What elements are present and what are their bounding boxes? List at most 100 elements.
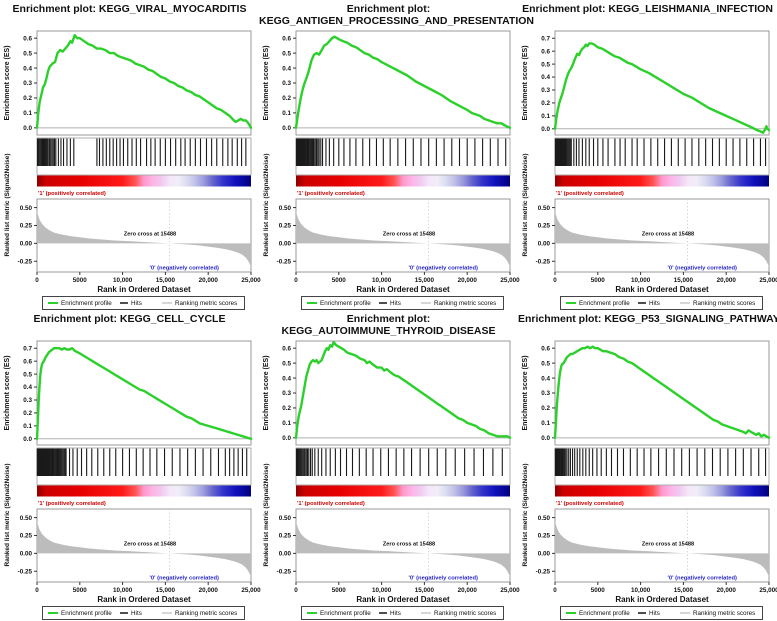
- es-y-tick-label: 0.1: [23, 423, 32, 430]
- x-tick-label: 25,000: [241, 277, 261, 284]
- negatively-correlated-label: '0' (negatively correlated): [409, 266, 479, 272]
- ranked-y-tick-label: 0.50: [20, 205, 33, 212]
- plot-title: Enrichment plot: KEGG_ANTIGEN_PROCESSING_…: [259, 0, 534, 29]
- ranked-y-tick-label: 0.50: [538, 515, 551, 522]
- es-axis-label: Enrichment score (ES): [522, 45, 529, 120]
- es-y-tick-label: 0.1: [282, 420, 291, 427]
- ranked-y-tick-label: -0.25: [277, 258, 292, 265]
- es-y-tick-label: 0.2: [282, 405, 291, 412]
- plot-title-line: Enrichment plot: KEGG_VIRAL_MYOCARDITIS: [12, 3, 247, 15]
- hits-ticks: [554, 138, 767, 166]
- ranked-panel: [554, 508, 770, 583]
- x-axis-label: Rank in Ordered Dataset: [97, 285, 191, 294]
- es-y-tick-label: 0.0: [23, 125, 32, 132]
- x-tick-label: 0: [294, 277, 298, 284]
- enrichment-plot-canvas: 0.0 0.1 0.2 0.3 0.4 0.5 0.6 '1' (positively cor…: [522, 340, 777, 620]
- es-y-tick-label: 0.5: [541, 61, 550, 68]
- es-curve: [294, 35, 512, 130]
- es-y-tick-label: 0.2: [541, 100, 550, 107]
- es-y-tick-label: 0.5: [23, 371, 32, 378]
- es-y-tick-label: 0.4: [541, 375, 550, 382]
- zero-cross-label: Zero cross at 15488: [642, 231, 694, 237]
- es-y-tick-label: 0.2: [282, 95, 291, 102]
- plot-title-line: Enrichment plot: KEGG_CELL_CYCLE: [33, 313, 226, 325]
- negatively-correlated-label: '0' (negatively correlated): [668, 266, 738, 272]
- plot-title-line: Enrichment plot:: [346, 3, 431, 15]
- hits-panel: [36, 137, 252, 176]
- legend-hits-label: Hits: [131, 610, 142, 617]
- es-y-tick-label: 0.3: [23, 397, 32, 404]
- x-tick-label: 10,000: [631, 587, 651, 594]
- hits-ticks: [36, 138, 247, 166]
- es-curve: [553, 345, 771, 440]
- positively-correlated-label: '1' (positively correlated): [556, 191, 624, 197]
- enrichment-plot-canvas: 0.0 0.1 0.2 0.3 0.4 0.5 0.6 '1' (positively cor…: [4, 30, 261, 310]
- positively-correlated-label: '1' (positively correlated): [38, 501, 106, 507]
- ranked-y-tick-label: 0.25: [20, 223, 33, 230]
- es-curve: [35, 346, 253, 441]
- ranked-metric-area: [37, 520, 251, 577]
- ranked-y-tick-label: 0.50: [20, 515, 33, 522]
- ranked-y-tick-label: -0.25: [277, 568, 292, 575]
- x-tick-label: 25,000: [500, 277, 520, 284]
- es-y-tick-label: 0.6: [541, 48, 550, 55]
- ranked-metric-area: [555, 210, 769, 267]
- enrichment-plot-canvas: 0.0 0.1 0.2 0.3 0.4 0.5 0.6 '1' (positively cor…: [263, 340, 520, 620]
- es-y-tick-label: 0.4: [23, 384, 32, 391]
- plot-title: Enrichment plot: KEGG_P53_SIGNALING_PATH…: [518, 310, 777, 339]
- legend: Enrichment profile Hits Ranking metric sco…: [42, 296, 245, 310]
- enrichment-plot-canvas: 0.0 0.1 0.2 0.3 0.4 0.5 0.6 0.7 '1' (positively …: [522, 30, 777, 310]
- legend-box: [560, 296, 763, 310]
- es-axis-label: Enrichment score (ES): [522, 355, 529, 430]
- negatively-correlated-label: '0' (negatively correlated): [150, 266, 220, 272]
- hits-ticks: [36, 448, 248, 476]
- enrichment-plot: Enrichment plot: KEGG_VIRAL_MYOCARDITIS …: [0, 0, 261, 310]
- rank-colorbar: [296, 485, 510, 497]
- zero-cross-label: Zero cross at 15488: [383, 541, 435, 547]
- ranked-y-tick-label: 0.00: [20, 241, 33, 248]
- legend: Enrichment profile Hits Ranking metric sco…: [42, 606, 245, 620]
- es-panel: [295, 340, 511, 446]
- enrichment-plot: Enrichment plot: KEGG_AUTOIMMUNE_THYROID_…: [259, 310, 520, 620]
- legend-enrichment-label: Enrichment profile: [320, 610, 371, 617]
- es-axis-label: Enrichment score (ES): [263, 355, 270, 430]
- ranked-y-tick-label: 0.00: [20, 551, 33, 558]
- ranked-y-tick-label: 0.25: [538, 223, 551, 230]
- es-y-tick-label: 0.3: [541, 390, 550, 397]
- es-y-tick-label: 0.5: [23, 50, 32, 57]
- legend-ranking-label: Ranking metric scores: [693, 610, 755, 617]
- es-curve: [35, 33, 253, 130]
- plot-title: Enrichment plot: KEGG_CELL_CYCLE: [0, 310, 259, 339]
- x-tick-label: 20,000: [717, 277, 737, 284]
- x-tick-label: 15,000: [156, 587, 176, 594]
- ranked-metric-area: [296, 210, 510, 267]
- es-y-tick-label: 0.1: [23, 110, 32, 117]
- legend-hits-label: Hits: [131, 300, 142, 307]
- hits-panel: [554, 447, 770, 486]
- x-tick-label: 0: [553, 277, 557, 284]
- legend-box: [301, 296, 504, 310]
- legend-enrichment-label: Enrichment profile: [320, 300, 371, 307]
- x-axis-label: Rank in Ordered Dataset: [615, 595, 709, 604]
- x-tick-label: 20,000: [458, 587, 478, 594]
- x-tick-label: 10,000: [631, 277, 651, 284]
- legend-enrichment-label: Enrichment profile: [61, 300, 112, 307]
- positively-correlated-label: '1' (positively correlated): [297, 191, 365, 197]
- es-y-tick-label: 0.6: [282, 35, 291, 42]
- es-y-tick-label: 0.2: [23, 95, 32, 102]
- zero-cross-label: Zero cross at 15488: [124, 231, 176, 237]
- hits-panel: [295, 447, 511, 486]
- legend-ranking-label: Ranking metric scores: [693, 300, 755, 307]
- ranked-axis-label: Ranked list metric (Signal2Noise): [4, 154, 11, 257]
- rank-colorbar: [296, 175, 510, 187]
- es-y-tick-label: 0.6: [23, 358, 32, 365]
- ranked-axis-label: Ranked list metric (Signal2Noise): [522, 154, 529, 257]
- x-tick-label: 10,000: [372, 587, 392, 594]
- legend-hits-label: Hits: [390, 300, 401, 307]
- x-axis-label: Rank in Ordered Dataset: [356, 595, 450, 604]
- negatively-correlated-label: '0' (negatively correlated): [668, 576, 738, 582]
- es-y-tick-label: 0.5: [282, 360, 291, 367]
- legend-ranking-label: Ranking metric scores: [175, 610, 237, 617]
- es-y-tick-label: 0.1: [541, 420, 550, 427]
- legend-hits-label: Hits: [390, 610, 401, 617]
